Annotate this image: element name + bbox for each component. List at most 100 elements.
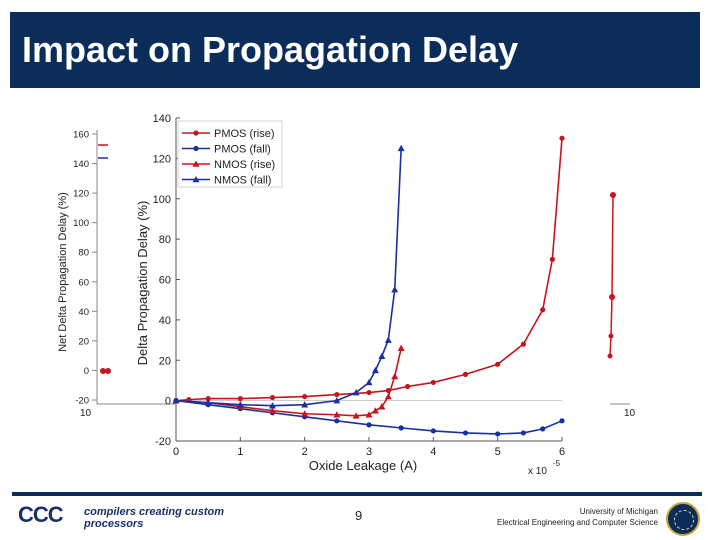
data-point: [269, 407, 276, 414]
background-point: [609, 294, 615, 300]
y-tick-label: 60: [159, 275, 171, 287]
background-point: [608, 333, 614, 339]
data-point: [540, 307, 546, 313]
background-y-tick-label: 120: [73, 189, 89, 200]
data-point: [430, 428, 436, 434]
data-point: [371, 407, 379, 414]
x-tick-label: 5: [495, 446, 501, 458]
data-point: [397, 144, 405, 152]
background-chart-y-label: Net Delta Propagation Delay (%): [57, 192, 69, 352]
x-tick-label: 2: [302, 446, 308, 458]
data-point: [520, 341, 527, 347]
y-tick-label: -20: [155, 436, 171, 448]
data-point: [405, 383, 411, 390]
data-point: [236, 401, 244, 408]
background-y-tick-label: 60: [78, 277, 89, 288]
legend: PMOS (rise) PMOS (fall) NMOS (rise) NMOS (f…: [177, 120, 283, 188]
data-point: [378, 352, 386, 360]
data-point: [333, 397, 341, 404]
x-multiplier-label: x 10: [528, 466, 547, 477]
background-point: [607, 353, 613, 359]
background-series-line: [609, 194, 614, 357]
data-point: [204, 399, 212, 406]
x-tick-label: 4: [430, 446, 436, 458]
background-y-tick-label: 80: [78, 248, 89, 259]
legend-label: NMOS (fall): [214, 175, 271, 187]
y-tick-label: 20: [159, 355, 171, 367]
legend-marker: [193, 145, 199, 152]
background-y-tick-label: 100: [73, 218, 89, 229]
x-axis-label: Oxide Leakage (A): [309, 458, 417, 473]
legend-marker: [192, 160, 200, 167]
university-seal-icon: [666, 502, 700, 536]
data-point: [365, 411, 373, 418]
background-y-tick-label: 140: [73, 159, 89, 170]
y-tick-label: 0: [165, 396, 171, 408]
y-tick-label: 40: [159, 315, 171, 327]
data-point: [371, 366, 379, 374]
university-credit: University of Michigan Electrical Engine…: [497, 506, 658, 528]
legend-marker: [192, 176, 200, 183]
x-multiplier-exponent: -5: [553, 459, 561, 468]
legend-marker: [193, 130, 199, 136]
y-tick-label: 120: [153, 153, 171, 165]
data-point: [366, 422, 372, 428]
y-tick-label: 80: [159, 234, 171, 246]
footer-divider: [12, 492, 702, 496]
data-point: [391, 286, 399, 293]
title-bar: Impact on Propagation Delay: [10, 12, 700, 88]
data-point: [205, 396, 211, 402]
background-point: [610, 192, 616, 198]
data-point: [378, 403, 386, 410]
data-point: [391, 372, 399, 380]
background-y-tick-label: 20: [78, 336, 89, 347]
x-tick-label: 0: [173, 446, 179, 458]
x-tick-label: 1: [237, 446, 243, 458]
data-point: [540, 426, 546, 432]
data-point: [559, 135, 565, 141]
page-number: 9: [355, 508, 363, 523]
background-chart-x-start-label: 10: [80, 408, 92, 419]
data-point: [334, 418, 340, 424]
background-y-tick-label: -20: [75, 396, 89, 407]
data-point: [366, 389, 372, 396]
background-y-tick-label: 160: [73, 130, 89, 141]
department-name: Electrical Engineering and Computer Scie…: [497, 518, 658, 527]
data-point: [495, 431, 501, 437]
data-point: [301, 410, 309, 417]
data-point: [549, 256, 555, 262]
data-point: [237, 396, 243, 402]
data-point: [398, 425, 404, 431]
data-point: [384, 393, 392, 400]
data-point: [172, 397, 180, 404]
data-point: [269, 394, 276, 401]
background-point: [105, 368, 111, 374]
data-point: [352, 389, 360, 396]
background-y-tick-label: 0: [84, 366, 89, 377]
university-name: University of Michigan: [579, 507, 658, 516]
series-line: [175, 399, 563, 435]
data-point: [430, 379, 436, 386]
slide-title: Impact on Propagation Delay: [22, 29, 519, 70]
background-y-tick-label: 40: [78, 307, 89, 318]
ccc-logo: CCC compilers creating custom processors: [18, 502, 268, 530]
data-point: [333, 411, 341, 418]
ccc-logo-mark: CCC: [18, 502, 64, 527]
data-point: [334, 391, 340, 398]
x-tick-label: 6: [559, 446, 565, 458]
data-point: [462, 371, 469, 377]
data-point: [559, 418, 565, 424]
y-axis-label: Delta Propagation Delay (%): [135, 201, 150, 366]
y-tick-label: 140: [153, 113, 171, 125]
legend-label: PMOS (rise): [214, 128, 275, 140]
data-point: [397, 344, 405, 351]
data-point: [352, 412, 360, 419]
legend-label: NMOS (rise): [214, 159, 275, 171]
background-chart-x-end-label: 10: [624, 408, 636, 419]
data-point: [495, 361, 501, 367]
data-point: [520, 430, 527, 436]
data-point: [462, 430, 469, 436]
ccc-logo-text: compilers creating custom processors: [84, 506, 224, 530]
